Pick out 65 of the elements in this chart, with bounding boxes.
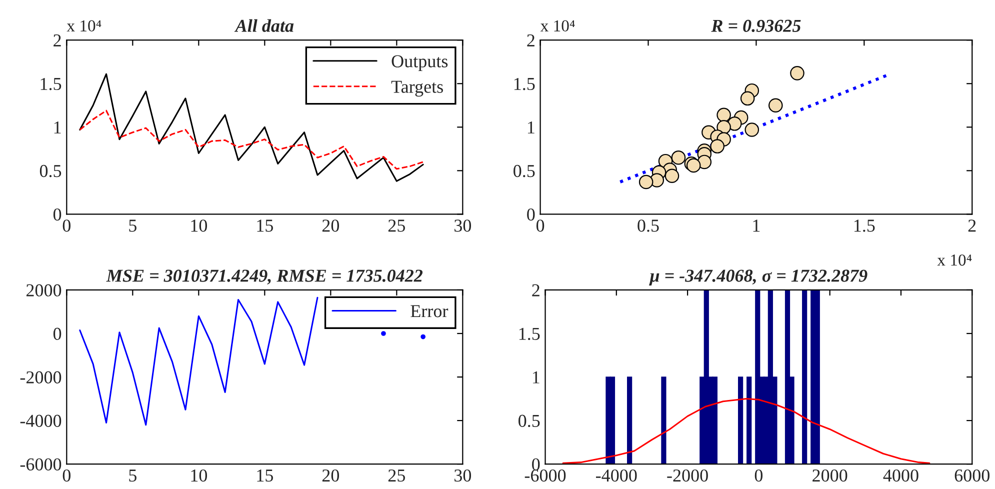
x-tick-label: 5: [129, 470, 136, 482]
y-tick-label: 2: [54, 34, 61, 46]
x-tick-label: 15: [257, 220, 273, 232]
text: x 10⁴: [66, 20, 102, 32]
x-tick-label: -4000: [596, 469, 637, 482]
y-tick-label: 0.5: [518, 414, 540, 428]
point: [671, 150, 686, 165]
y-tick-label: 0: [527, 208, 535, 221]
y-tick-label: 0.5: [40, 164, 62, 178]
chart-title: MSE = 3010371.4249, RMSE = 1735.0422: [106, 270, 423, 284]
y-tick-label: 0: [53, 328, 62, 340]
x-tick-label: 5: [129, 220, 136, 232]
x-tick-label: 2000: [812, 469, 848, 482]
chart-title: All data: [234, 19, 294, 32]
x-tick-label: 0.5: [638, 220, 659, 232]
x-tick-label: 1.5: [854, 220, 875, 232]
text: x 10⁴: [937, 254, 972, 266]
y-tick-label: 2: [532, 284, 540, 296]
legend-label: Error: [410, 305, 448, 318]
x-tick-label: 10: [191, 220, 208, 232]
x-tick-label: -2000: [667, 469, 708, 482]
x-tick-label: 0: [62, 220, 70, 232]
y-tick-label: -6000: [20, 458, 62, 471]
point: [664, 168, 680, 184]
x-tick-label: 6000: [954, 469, 990, 482]
x-tick-label: 25: [388, 469, 405, 482]
legend-label: Outputs: [392, 55, 448, 72]
y-tick-label: 2000: [26, 284, 62, 296]
x-tick-label: 25: [388, 220, 405, 232]
y-tick-label: 2: [527, 34, 534, 46]
point: [768, 98, 783, 113]
x-tick-label: 20: [322, 220, 340, 232]
x-tick-label: 0: [754, 469, 763, 482]
point: [638, 174, 654, 190]
y-tick-label: -4000: [20, 414, 62, 427]
y-tick-label: 1.5: [514, 78, 535, 90]
point: [744, 122, 760, 137]
chart-title: μ = -347.4068, σ = 1732.2879: [648, 270, 868, 286]
x-tick-label: 0: [62, 469, 70, 482]
y-tick-label: -2000: [20, 371, 62, 384]
point: [716, 108, 731, 122]
y-tick-label: 1: [532, 371, 540, 384]
point: [740, 91, 755, 106]
x-tick-label: 2: [968, 220, 976, 232]
x-tick-label: 15: [257, 470, 273, 482]
y-tick-label: 1: [54, 121, 61, 134]
x-tick-label: 30: [454, 469, 472, 482]
text: x 10⁴: [540, 20, 575, 32]
y-tick-label: 0: [532, 458, 540, 471]
line-series: [562, 398, 930, 464]
line-series: [79, 110, 424, 170]
chart-title: R = 0.93625: [711, 20, 801, 32]
legend-label: Targets: [391, 80, 443, 97]
y-tick-label: 0: [53, 208, 62, 221]
point: [710, 139, 724, 154]
y-tick-label: 0.5: [514, 164, 535, 178]
x-tick-label: 4000: [883, 469, 918, 482]
y-tick-label: 1.5: [519, 328, 540, 340]
x-tick-label: 10: [191, 469, 208, 482]
x-tick-label: 20: [322, 469, 340, 482]
point: [790, 66, 804, 80]
x-tick-label: 30: [454, 220, 472, 232]
y-tick-label: 1: [528, 121, 534, 134]
y-tick-label: 1.5: [40, 78, 62, 90]
x-tick-label: 1: [753, 220, 760, 232]
